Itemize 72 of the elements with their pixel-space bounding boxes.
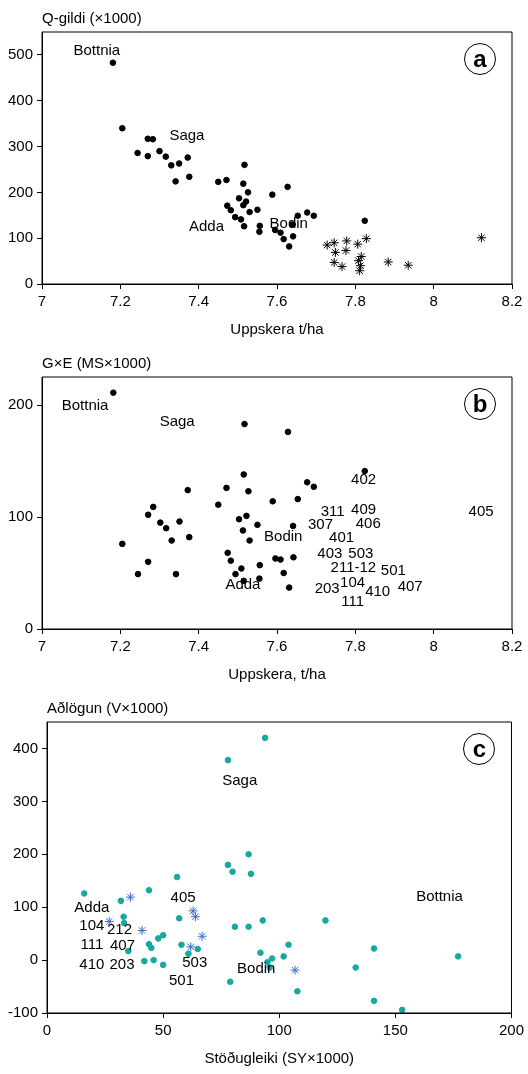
x-tick-label: 7 <box>37 292 47 310</box>
annotation: 104 <box>340 573 366 591</box>
annotation: 111 <box>80 935 104 953</box>
annotation: 111 <box>341 592 365 610</box>
annotation: Saga <box>222 771 258 789</box>
y-tick-label: 200 <box>12 844 39 862</box>
y-tick-label: 100 <box>8 507 34 525</box>
annotation: Adda <box>74 898 111 916</box>
x-tick-label: 7.2 <box>109 637 131 655</box>
annotation: Adda <box>225 575 262 593</box>
x-tick-label: 8.2 <box>501 292 523 310</box>
annotation: 104 <box>79 916 105 934</box>
annotation: 410 <box>79 954 105 972</box>
annotation: 311 <box>320 501 345 519</box>
y-tick-label: 300 <box>12 791 39 809</box>
annotation: 405 <box>170 888 196 906</box>
x-axis-title: Uppskera, t/ha <box>228 665 327 683</box>
annotation: 407 <box>109 935 136 953</box>
annotation: 407 <box>397 576 423 594</box>
x-tick-label: 7.2 <box>109 292 131 310</box>
annotation: 503 <box>182 953 208 971</box>
annotation: 203 <box>314 578 340 596</box>
annotation: c <box>463 733 496 765</box>
x-tick-label: 7.8 <box>344 292 366 310</box>
x-tick-label: 7.6 <box>266 292 288 310</box>
y-tick-label: 200 <box>8 395 34 413</box>
annotation: 203 <box>109 954 135 972</box>
annotation: 501 <box>380 560 406 578</box>
annotation: Bodin <box>264 527 303 545</box>
x-axis-title: Uppskera t/ha <box>230 320 325 338</box>
y-tick-label: 200 <box>8 182 34 200</box>
x-tick-label: 8.2 <box>501 637 523 655</box>
annotation: Bottnia <box>73 41 121 59</box>
x-tick-label: 7.4 <box>188 637 210 655</box>
annotation: Saga <box>159 411 196 429</box>
annotation: Saga <box>169 126 206 144</box>
y-axis-title: Aðlögun (V×1000) <box>47 698 169 716</box>
x-tick-label: 8 <box>429 292 438 310</box>
annotation: a <box>464 43 496 75</box>
y-tick-label: 0 <box>29 950 39 968</box>
annotation: b <box>464 388 496 420</box>
annotation: Bodin <box>237 958 276 976</box>
y-tick-label: 400 <box>8 90 34 108</box>
x-tick-label: 50 <box>154 1021 172 1039</box>
y-tick-label: 100 <box>12 897 39 915</box>
x-tick-label: 100 <box>266 1021 292 1039</box>
x-tick-label: 7 <box>37 637 47 655</box>
annotation: 405 <box>468 501 494 519</box>
x-tick-label: 8 <box>429 637 438 655</box>
annotation: 501 <box>168 971 194 989</box>
y-axis-title: Q-gildi (×1000) <box>42 8 142 26</box>
annotation: 401 <box>329 528 355 546</box>
x-tick-label: 200 <box>498 1021 524 1039</box>
annotation: 410 <box>365 582 391 600</box>
annotation: Bottnia <box>416 887 464 905</box>
x-tick-label: 150 <box>382 1021 408 1039</box>
x-tick-label: 7.8 <box>344 637 366 655</box>
y-tick-label: 400 <box>12 738 39 756</box>
y-axis-title: G×E (MS×1000) <box>42 353 152 371</box>
x-tick-label: 0 <box>42 1021 52 1039</box>
y-tick-label: -100 <box>7 1003 39 1021</box>
annotation: Bottnia <box>61 396 110 414</box>
annotation: 212 <box>106 920 132 938</box>
y-tick-label: 100 <box>8 228 34 246</box>
y-tick-label: 0 <box>24 619 34 637</box>
y-tick-label: 300 <box>8 136 34 154</box>
annotation: Adda <box>188 216 225 234</box>
y-tick-label: 500 <box>8 45 34 63</box>
y-tick-label: 0 <box>24 274 34 292</box>
x-tick-label: 7.4 <box>188 292 210 310</box>
x-axis-title: Stöðugleiki (SY×1000) <box>204 1049 355 1067</box>
x-tick-label: 7.6 <box>266 637 288 655</box>
